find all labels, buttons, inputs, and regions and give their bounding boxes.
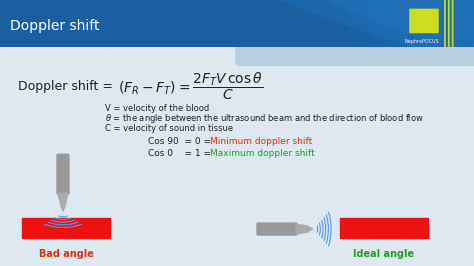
Text: C = velocity of sound in tissue: C = velocity of sound in tissue [105, 124, 233, 133]
Polygon shape [58, 193, 68, 206]
Polygon shape [330, 0, 474, 47]
Text: Doppler shift: Doppler shift [10, 19, 100, 33]
Text: $(F_R - F_T) = \dfrac{2F_T V\,\cos\theta}{C}$: $(F_R - F_T) = \dfrac{2F_T V\,\cos\theta… [118, 70, 264, 102]
Polygon shape [280, 0, 474, 47]
Text: Minimum doppler shift: Minimum doppler shift [210, 137, 312, 146]
Text: NephroPOCUS: NephroPOCUS [405, 39, 439, 44]
FancyBboxPatch shape [236, 40, 474, 65]
Text: V = velocity of the blood: V = velocity of the blood [105, 104, 209, 113]
Bar [340, 218, 428, 238]
Text: $\theta$ = the angle between the ultrasound beam and the direction of blood flow: $\theta$ = the angle between the ultraso… [105, 112, 424, 125]
Text: Ideal angle: Ideal angle [354, 249, 415, 259]
FancyBboxPatch shape [57, 154, 69, 194]
Text: Doppler shift =: Doppler shift = [18, 80, 113, 93]
Polygon shape [296, 224, 308, 234]
Text: Maximum doppler shift: Maximum doppler shift [210, 149, 315, 158]
Polygon shape [308, 227, 313, 231]
FancyBboxPatch shape [257, 223, 297, 235]
Text: Cos 0    = 1 =: Cos 0 = 1 = [148, 149, 214, 158]
FancyBboxPatch shape [410, 9, 438, 33]
Text: Bad angle: Bad angle [38, 249, 93, 259]
Text: Cos 90  = 0 =: Cos 90 = 0 = [148, 137, 214, 146]
Bar [22, 218, 110, 238]
Polygon shape [61, 206, 65, 211]
